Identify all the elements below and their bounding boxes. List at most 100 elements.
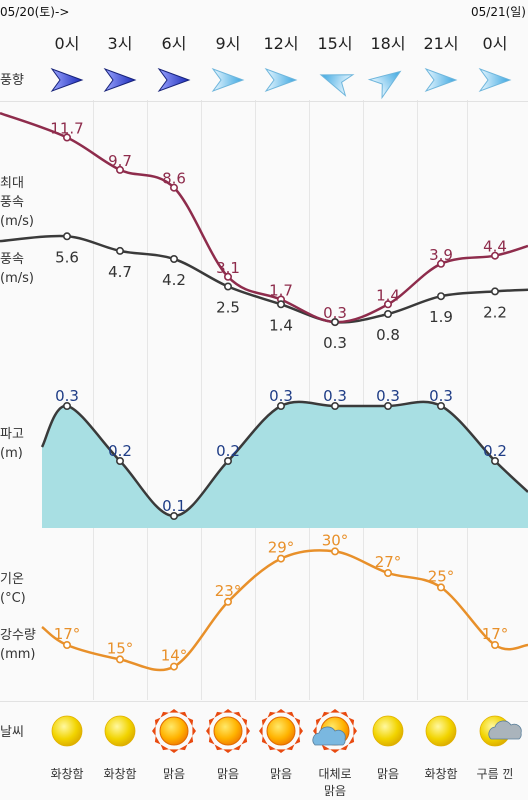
- max-wind-label: 0.3: [323, 304, 347, 322]
- wave-label: 0.2: [108, 442, 132, 460]
- wind-direction-arrow-icon: [319, 74, 355, 97]
- max-wind-point: [62, 133, 71, 142]
- temperature-point: [383, 568, 392, 577]
- wave-point: [224, 456, 233, 465]
- grid-line: [93, 100, 94, 700]
- temperature-point: [490, 640, 499, 649]
- temperature-label: 15°: [107, 639, 134, 657]
- sun-icon: [104, 715, 136, 747]
- label-temperature: 기온 (°C): [0, 572, 26, 606]
- max-wind-label: 4.4: [483, 238, 507, 256]
- max-wind-label: 1.4: [376, 286, 400, 304]
- temperature-label: 17°: [54, 625, 81, 643]
- grid-line: [201, 100, 202, 700]
- label-wave-height: 파고 (m): [0, 427, 24, 461]
- wind-direction-arrow-icon: [50, 67, 84, 93]
- grid-line: [255, 100, 256, 700]
- wind-speed-point: [62, 232, 71, 241]
- grid-line: [147, 100, 148, 700]
- temperature-point: [116, 655, 125, 664]
- hour-label: 0시: [482, 34, 508, 53]
- label-rainfall: 강수량 (mm): [0, 628, 36, 662]
- wind-speed-point: [170, 255, 179, 264]
- temperature-point: [276, 554, 285, 563]
- temperature-point: [62, 640, 71, 649]
- row-divider: [0, 701, 528, 702]
- temperature-label: 17°: [482, 625, 509, 643]
- temperature-label: 27°: [375, 553, 402, 571]
- weather-label: 구름 낀: [476, 767, 514, 781]
- temperature-label: 29°: [268, 539, 295, 557]
- hour-label: 12시: [263, 34, 299, 53]
- label-wind-direction: 풍향: [0, 73, 24, 88]
- hour-label: 0시: [54, 34, 80, 53]
- max-wind-line: [0, 111, 528, 324]
- hot-sun-icon: [152, 709, 196, 753]
- wind-direction-arrow-icon: [367, 70, 402, 100]
- wave-label: 0.3: [55, 387, 79, 405]
- wind-direction-arrow-icon: [264, 67, 298, 93]
- wind-speed-point: [224, 282, 233, 291]
- hot-sun-icon: [206, 709, 250, 753]
- wind-speed-label: 0.3: [323, 334, 347, 352]
- max-wind-point: [224, 272, 233, 281]
- label-wind-speed: 풍속 (m/s): [0, 252, 34, 286]
- sun-icon: [372, 715, 404, 747]
- wave-line: [40, 400, 528, 518]
- max-wind-label: 9.7: [108, 152, 132, 170]
- max-wind-point: [170, 183, 179, 192]
- temperature-point: [170, 662, 179, 671]
- temperature-label: 30°: [322, 531, 349, 549]
- wave-point: [116, 456, 125, 465]
- wind-speed-point: [383, 309, 392, 318]
- date-left: 05/20(토)->: [0, 5, 70, 19]
- grid-line: [467, 100, 468, 700]
- grid-line: [309, 100, 310, 700]
- wind-speed-label: 1.9: [429, 308, 453, 326]
- max-wind-point: [116, 165, 125, 174]
- wave-area: [42, 401, 528, 528]
- sun-cloud-icon: [479, 715, 522, 747]
- wave-label: 0.3: [429, 387, 453, 405]
- wind-speed-point: [436, 292, 445, 301]
- hour-label: 15시: [317, 34, 353, 53]
- weather-label: 대체로 맑음: [318, 767, 352, 798]
- label-max-wind: 최대 풍속 (m/s): [0, 176, 34, 229]
- weather-label: 맑음: [376, 767, 400, 781]
- wave-label: 0.3: [269, 387, 293, 405]
- max-wind-point: [436, 259, 445, 268]
- max-wind-label: 1.7: [269, 282, 293, 300]
- wind-direction-arrow-icon: [157, 67, 191, 93]
- weather-label: 맑음: [269, 767, 293, 781]
- weather-label: 화창함: [424, 767, 458, 781]
- wave-point: [62, 401, 71, 410]
- sun-icon: [51, 715, 83, 747]
- wind-direction-arrow-icon: [424, 67, 458, 93]
- wave-point: [276, 401, 285, 410]
- wave-point: [330, 401, 339, 410]
- weather-label: 화창함: [50, 767, 84, 781]
- hour-label: 6시: [161, 34, 187, 53]
- max-wind-label: 11.7: [50, 120, 83, 138]
- grid-line: [417, 100, 418, 700]
- hour-label: 18시: [370, 34, 406, 53]
- temperature-point: [330, 547, 339, 556]
- temperature-label: 25°: [428, 567, 455, 585]
- wave-point: [436, 401, 445, 410]
- wind-speed-point: [116, 246, 125, 255]
- wave-label: 0.2: [483, 442, 507, 460]
- wind-speed-label: 2.5: [216, 299, 240, 317]
- wind-speed-point: [490, 287, 499, 296]
- wave-label: 0.3: [323, 387, 347, 405]
- wave-point: [490, 456, 499, 465]
- wave-label: 0.2: [216, 442, 240, 460]
- wind-speed-point: [276, 300, 285, 309]
- wind-direction-arrow-icon: [478, 67, 512, 93]
- max-wind-label: 8.6: [162, 170, 186, 188]
- wind-speed-label: 1.4: [269, 316, 293, 334]
- hot-sun-icon: [259, 709, 303, 753]
- sun-cloud-icon: [312, 709, 357, 753]
- row-divider: [0, 101, 528, 102]
- wave-point: [170, 511, 179, 520]
- max-wind-point: [383, 300, 392, 309]
